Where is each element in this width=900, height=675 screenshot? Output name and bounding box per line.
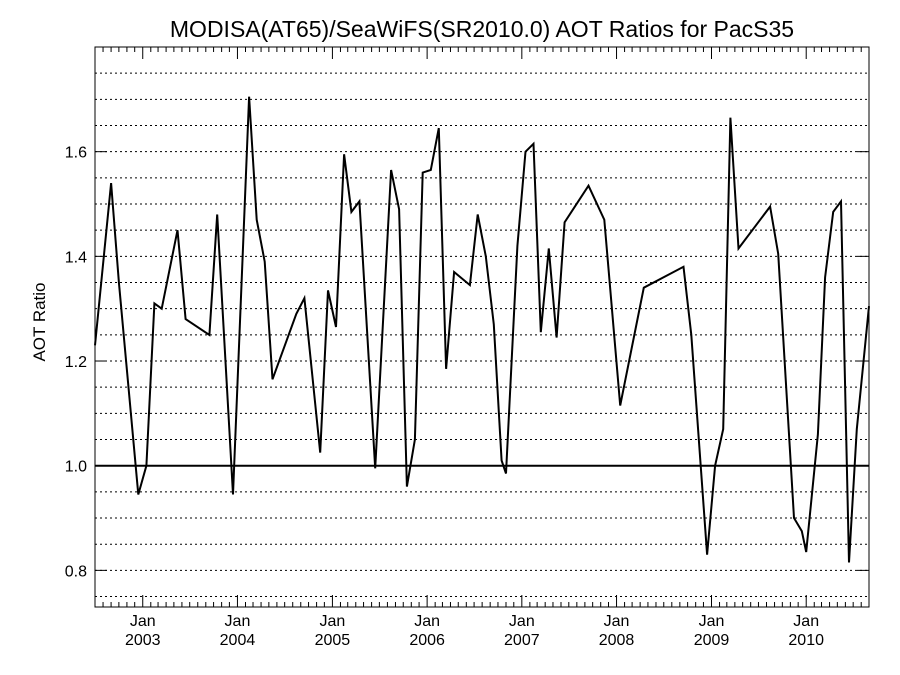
y-tick-label: 1.2 <box>65 354 87 371</box>
y-tick-label: 0.8 <box>65 563 87 580</box>
x-tick-year-label: 2010 <box>788 632 824 649</box>
plot-frame <box>94 46 870 608</box>
x-tick-year-label: 2009 <box>694 632 730 649</box>
axis-ticks: 0.8 1.0 1.2 1.4 1.6 Jan 2003 Jan 2004 Jan 2005 Jan 2… <box>65 47 869 649</box>
series-line <box>94 96 870 563</box>
y-tick-label: 1.4 <box>65 249 87 266</box>
x-tick-year-label: 2006 <box>409 632 445 649</box>
x-tick-year-label: 2005 <box>315 632 351 649</box>
x-tick-month-label: Jan <box>793 613 819 630</box>
x-tick-month-label: Jan <box>225 613 251 630</box>
y-tick-label: 1.6 <box>65 145 87 162</box>
x-tick-year-label: 2008 <box>599 632 635 649</box>
series-group <box>94 96 870 563</box>
x-tick-year-label: 2007 <box>504 632 540 649</box>
x-tick-month-label: Jan <box>130 613 156 630</box>
x-tick-month-label: Jan <box>509 613 535 630</box>
x-tick-year-label: 2003 <box>125 632 161 649</box>
x-tick-month-label: Jan <box>414 613 440 630</box>
y-tick-label: 1.0 <box>65 459 87 476</box>
x-tick-year-label: 2004 <box>220 632 256 649</box>
y-axis-label: AOT Ratio <box>30 282 49 361</box>
chart-title: MODISA(AT65)/SeaWiFS(SR2010.0) AOT Ratio… <box>170 16 794 42</box>
x-tick-month-label: Jan <box>320 613 346 630</box>
x-tick-month-label: Jan <box>699 613 725 630</box>
grid-lines <box>95 72 869 598</box>
x-tick-month-label: Jan <box>604 613 630 630</box>
